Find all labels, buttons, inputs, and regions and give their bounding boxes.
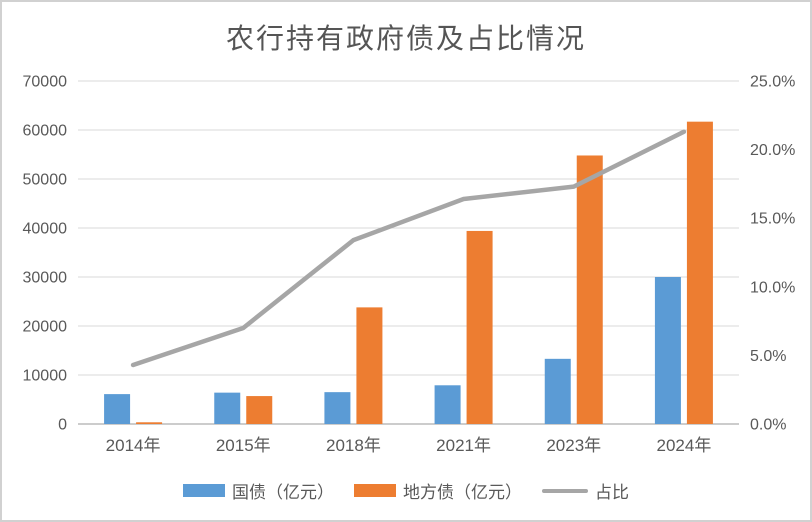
right-axis-tick-label: 10.0% (750, 279, 795, 296)
left-axis-tick-label: 0 (58, 417, 67, 434)
left-axis-tick-label: 30000 (23, 270, 68, 287)
legend-label: 国债（亿元） (232, 483, 334, 502)
x-axis-label: 2023年 (546, 436, 601, 455)
left-axis-tick-label: 10000 (23, 368, 68, 385)
legend-bar-swatch (354, 484, 396, 497)
left-axis-tick-label: 60000 (23, 123, 68, 140)
right-axis-tick-label: 20.0% (750, 142, 795, 159)
legend-item: 国债（亿元） (183, 478, 334, 503)
legend-item: 占比 (542, 478, 629, 503)
x-axis-label: 2015年 (216, 436, 271, 455)
right-axis-tick-label: 15.0% (750, 211, 795, 228)
legend-line-swatch (542, 488, 588, 493)
line-series (130, 129, 687, 368)
bar (654, 277, 681, 424)
x-axis-label: 2021年 (436, 436, 491, 455)
bar (214, 392, 241, 424)
left-axis-tick-label: 70000 (23, 74, 68, 91)
bar (434, 385, 461, 424)
chart-legend: 国债（亿元） 地方债（亿元） 占比 (2, 478, 810, 503)
bar (136, 422, 163, 424)
bar (686, 121, 713, 425)
bar (356, 307, 383, 424)
bar (466, 230, 493, 424)
legend-label: 地方债（亿元） (403, 483, 522, 502)
legend-label: 占比 (595, 483, 629, 502)
chart-title: 农行持有政府债及占比情况 (225, 22, 586, 55)
legend-bar-swatch (183, 484, 225, 497)
left-axis-tick-label: 40000 (23, 221, 68, 238)
right-axis-tick-label: 5.0% (750, 348, 786, 365)
right-axis-tick-label: 0.0% (750, 417, 786, 434)
left-axis-tick-label: 20000 (23, 319, 68, 336)
bar (576, 155, 603, 425)
x-axis-label: 2014年 (106, 436, 161, 455)
right-axis-tick-label: 25.0% (750, 74, 795, 91)
x-axis-label: 2018年 (326, 436, 381, 455)
x-axis-label: 2024年 (657, 436, 712, 455)
legend-item: 地方债（亿元） (354, 478, 522, 503)
bar (104, 394, 131, 424)
left-axis-tick-label: 50000 (23, 172, 68, 189)
bar (246, 396, 273, 424)
bar (544, 358, 571, 424)
bar (324, 392, 351, 424)
